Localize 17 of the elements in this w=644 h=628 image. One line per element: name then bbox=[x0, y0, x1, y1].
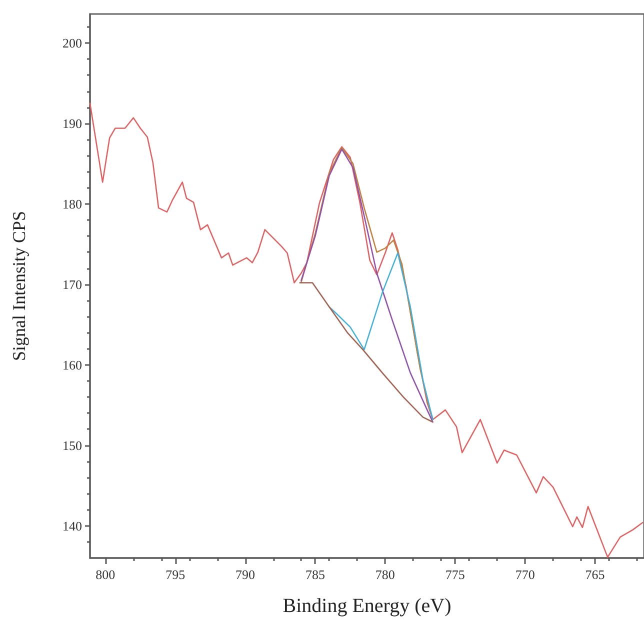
x-tick-label: 765 bbox=[585, 567, 605, 582]
x-axis-title: Binding Energy (eV) bbox=[282, 595, 452, 617]
x-tick-label: 790 bbox=[236, 567, 256, 582]
y-tick-label: 190 bbox=[62, 116, 82, 131]
x-tick-label: 770 bbox=[515, 567, 535, 582]
y-tick-label: 200 bbox=[62, 35, 82, 50]
y-tick-label: 180 bbox=[62, 196, 82, 212]
x-tick-label: 785 bbox=[305, 567, 325, 582]
y-tick-label: 170 bbox=[62, 276, 82, 292]
y-axis-title: Signal Intensity CPS bbox=[9, 210, 29, 362]
y-tick-label: 140 bbox=[62, 518, 82, 534]
y-tick-label: 150 bbox=[62, 438, 82, 453]
y-tick-label: 160 bbox=[62, 357, 82, 372]
x-tick-label: 775 bbox=[445, 567, 465, 582]
x-tick-label: 800 bbox=[96, 567, 116, 582]
x-tick-label: 780 bbox=[375, 567, 395, 582]
x-tick-label: 795 bbox=[166, 567, 186, 582]
